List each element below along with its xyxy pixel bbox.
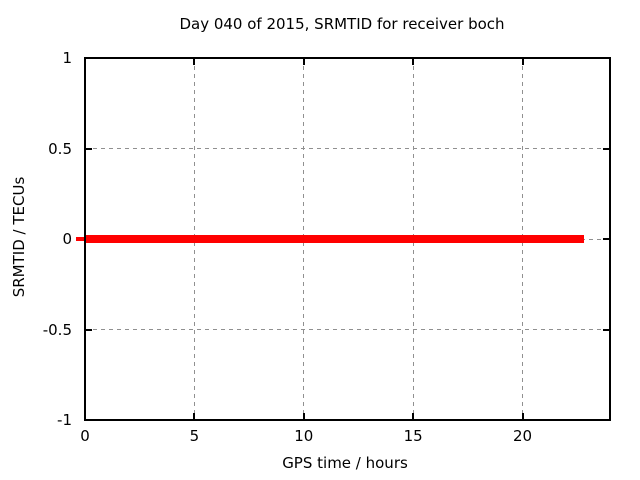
plot-border	[84, 57, 611, 421]
x-tick	[193, 413, 196, 420]
x-tick-label: 15	[403, 427, 423, 445]
x-tick	[521, 58, 524, 65]
x-tick	[302, 413, 305, 420]
y-tick	[603, 328, 610, 331]
y-tick	[85, 328, 92, 331]
y-tick-label: 1	[62, 49, 72, 67]
y-tick-label: 0.5	[48, 139, 72, 158]
chart-title: Day 040 of 2015, SRMTID for receiver boc…	[179, 15, 505, 33]
y-tick	[85, 147, 92, 150]
x-tick-label: 0	[80, 427, 90, 445]
x-axis-label: GPS time / hours	[282, 454, 408, 472]
x-tick-label: 10	[294, 427, 314, 445]
y-tick	[603, 238, 610, 240]
x-tick-label: 20	[512, 427, 533, 445]
y-gridline	[85, 329, 610, 330]
series-line-start-cap	[76, 237, 84, 241]
series-line	[85, 235, 584, 243]
x-tick	[193, 58, 196, 65]
y-tick-label: -1	[57, 411, 72, 429]
x-tick	[412, 58, 415, 65]
y-tick	[603, 147, 610, 150]
y-tick-label: -0.5	[42, 320, 72, 339]
x-tick-label: 5	[189, 427, 200, 445]
x-tick	[302, 58, 305, 65]
x-tick	[412, 413, 415, 420]
x-tick	[521, 413, 524, 420]
y-gridline	[85, 148, 610, 149]
y-tick-label: 0	[62, 230, 72, 248]
